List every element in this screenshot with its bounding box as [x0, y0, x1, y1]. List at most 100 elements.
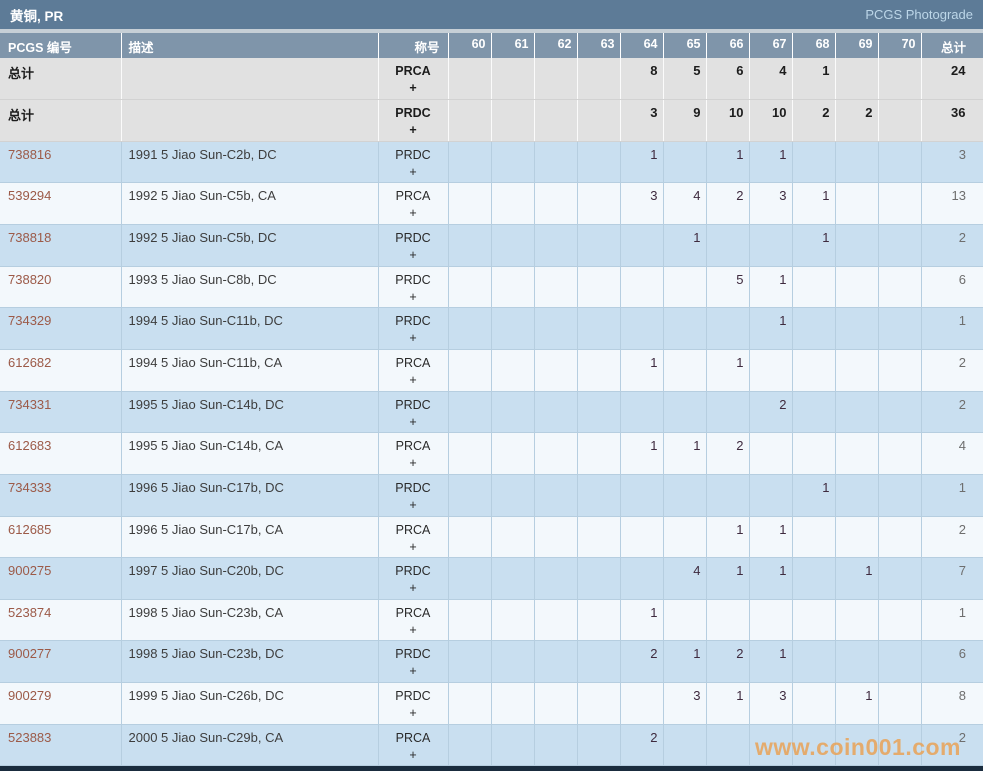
grade-cell-69	[835, 516, 879, 559]
grade-cell-65	[663, 266, 707, 309]
grade-cell-60	[448, 99, 492, 142]
summary-row: 总计 PRCA +8 5 6 4 1 24	[0, 58, 983, 101]
designation-text: PRDC	[395, 231, 431, 246]
pcgs-number-link[interactable]: 738820	[8, 271, 52, 287]
pcgs-number-link[interactable]: 612685	[8, 521, 52, 537]
designation-plus: +	[409, 289, 417, 304]
grade-cell-65: 9	[663, 99, 707, 142]
grade-cell-67	[749, 599, 793, 642]
designation-plus: +	[409, 164, 417, 179]
pcgs-number-cell: 523883	[0, 724, 122, 767]
description-cell: 1998 5 Jiao Sun-C23b, CA	[121, 599, 379, 642]
pcgs-number-cell: 612683	[0, 432, 122, 475]
grade-cell-61	[491, 640, 535, 684]
designation-text: PRDC	[395, 689, 431, 704]
grade-cell-62	[534, 599, 578, 642]
description-cell	[121, 99, 379, 142]
total-cell: 1	[921, 307, 983, 350]
description-cell: 1992 5 Jiao Sun-C5b, DC	[121, 224, 379, 267]
pcgs-number-link[interactable]: 612682	[8, 354, 52, 370]
pcgs-number-link[interactable]: 523874	[8, 604, 52, 620]
grade-cell-66	[706, 474, 750, 517]
grade-cell-62	[534, 182, 578, 226]
total-cell: 13	[921, 182, 983, 226]
grade-cell-70	[878, 724, 922, 767]
pcgs-photograde-link[interactable]: PCGS Photograde	[865, 7, 973, 22]
grade-cell-67: 1	[749, 266, 793, 309]
grade-cell-62	[534, 224, 578, 267]
grade-cell-61	[491, 224, 535, 267]
grade-cell-61	[491, 557, 535, 600]
pcgs-number-link[interactable]: 612683	[8, 438, 52, 454]
total-cell: 6	[921, 266, 983, 309]
table-row: 523874 1998 5 Jiao Sun-C23b, CA PRCA +1 1	[0, 599, 983, 642]
pcgs-number-link[interactable]: 738816	[8, 146, 52, 162]
grade-cell-70	[878, 557, 922, 600]
designation-cell: PRCA +	[378, 182, 449, 226]
pcgs-number-link[interactable]: 900275	[8, 563, 52, 579]
pcgs-number-link[interactable]: 900279	[8, 688, 52, 704]
designation-text: PRCA	[395, 522, 431, 537]
pcgs-number-link[interactable]: 734333	[8, 479, 52, 495]
grade-cell-64	[620, 266, 664, 309]
grade-cell-68: 1	[792, 58, 836, 101]
grade-cell-68	[792, 349, 836, 392]
designation-text: PRDC	[395, 647, 431, 662]
grade-cell-60	[448, 599, 492, 642]
pcgs-number-link[interactable]: 523883	[8, 729, 52, 745]
grade-cell-62	[534, 516, 578, 559]
designation-plus: +	[409, 372, 417, 387]
col-header-designation: 称号	[378, 33, 449, 58]
col-header-grade-64: 64	[620, 33, 664, 58]
grade-cell-69	[835, 640, 879, 684]
col-header-grade-61: 61	[491, 33, 535, 58]
grade-cell-67: 3	[749, 182, 793, 226]
designation-cell: PRDC +	[378, 99, 449, 142]
pcgs-number-link[interactable]: 734329	[8, 313, 52, 329]
designation-text: PRDC	[395, 564, 431, 579]
description-cell: 1996 5 Jiao Sun-C17b, DC	[121, 474, 379, 517]
grade-cell-64: 8	[620, 58, 664, 101]
table-header-row: PCGS 编号 描述 称号 60 61 62 63 64 65 66 67 68 69 70 总计	[0, 33, 983, 58]
pcgs-number-link[interactable]: 900277	[8, 646, 52, 662]
grade-cell-62	[534, 307, 578, 350]
grade-cell-66: 5	[706, 266, 750, 309]
table-row: 612683 1995 5 Jiao Sun-C14b, CA PRCA +1 1 2 4	[0, 432, 983, 475]
grade-cell-69	[835, 599, 879, 642]
total-cell: 7	[921, 557, 983, 600]
pcgs-number-cell: 612685	[0, 516, 122, 559]
grade-cell-63	[577, 58, 621, 101]
grade-cell-60	[448, 557, 492, 600]
designation-plus: +	[409, 331, 417, 346]
pcgs-number-link[interactable]: 738818	[8, 230, 52, 246]
grade-cell-64	[620, 307, 664, 350]
grade-cell-64: 1	[620, 599, 664, 642]
total-cell: 4	[921, 432, 983, 475]
grade-cell-60	[448, 640, 492, 684]
table-row: 523883 2000 5 Jiao Sun-C29b, CA PRCA +2 2	[0, 724, 983, 767]
grade-cell-68	[792, 141, 836, 184]
grade-cell-67: 10	[749, 99, 793, 142]
description-cell: 1994 5 Jiao Sun-C11b, CA	[121, 349, 379, 392]
total-cell: 2	[921, 516, 983, 559]
grade-cell-70	[878, 391, 922, 434]
grade-cell-64: 3	[620, 99, 664, 142]
designation-cell: PRCA +	[378, 724, 449, 767]
pcgs-number-link[interactable]: 539294	[8, 188, 52, 204]
grade-cell-68	[792, 682, 836, 725]
table-row: 612685 1996 5 Jiao Sun-C17b, CA PRCA +1 1 2	[0, 516, 983, 559]
grade-cell-65	[663, 599, 707, 642]
grade-cell-68	[792, 266, 836, 309]
grade-cell-64: 1	[620, 141, 664, 184]
grade-cell-63	[577, 224, 621, 267]
pcgs-number-link[interactable]: 734331	[8, 396, 52, 412]
grade-cell-66: 2	[706, 640, 750, 684]
designation-plus: +	[409, 414, 417, 429]
grade-cell-61	[491, 474, 535, 517]
grade-cell-68	[792, 307, 836, 350]
total-cell: 8	[921, 682, 983, 725]
description-cell: 1998 5 Jiao Sun-C23b, DC	[121, 640, 379, 684]
designation-cell: PRDC +	[378, 391, 449, 434]
col-header-total: 总计	[921, 33, 983, 58]
